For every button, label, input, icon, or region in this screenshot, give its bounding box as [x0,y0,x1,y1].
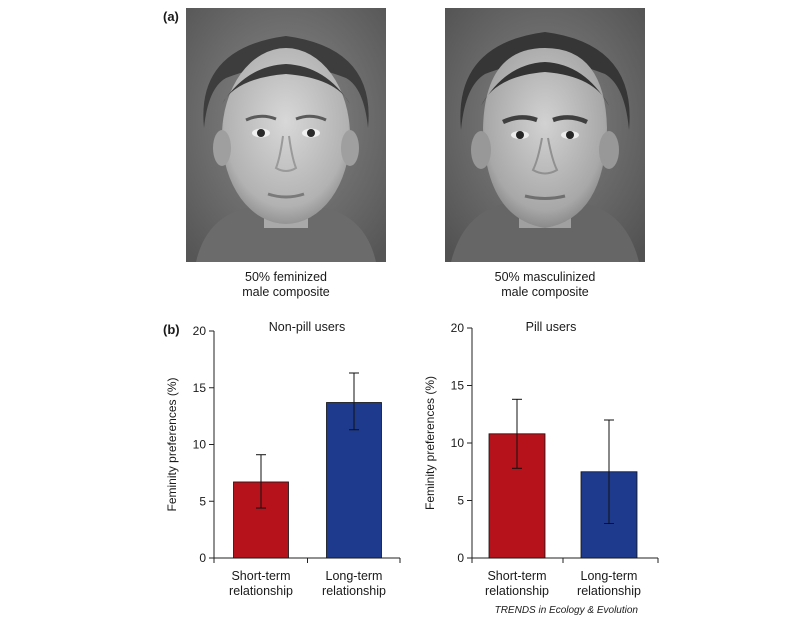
feminized-caption: 50% feminized male composite [166,270,406,300]
pill-y-tick-label: 0 [457,551,464,565]
nonpill-y-tick-label: 0 [199,551,206,565]
feminized-face-image [186,8,386,262]
masculinized-caption-line1: 50% masculinized [494,270,596,284]
pill-y-tick-label: 10 [451,436,465,450]
feminized-caption-line2: male composite [242,285,330,299]
nonpill-chart-title: Non-pill users [269,320,345,334]
masculinized-face-image [445,8,645,262]
nonpill-category-label: Short-term [231,569,290,583]
feminized-caption-line1: 50% feminized [245,270,327,284]
nonpill-category-label: relationship [322,584,386,598]
pill-y-axis-label: Feminity preferences (%) [423,376,437,510]
panel-b-label: (b) [163,322,180,337]
pill-y-tick-label: 5 [457,494,464,508]
nonpill-category-label: Long-term [326,569,383,583]
nonpill-y-tick-label: 10 [193,438,207,452]
nonpill-y-tick-label: 15 [193,381,207,395]
nonpill-y-axis-label: Feminity preferences (%) [165,377,179,511]
masculinized-caption: 50% masculinized male composite [425,270,665,300]
nonpill-category-label: relationship [229,584,293,598]
pill-y-tick-label: 15 [451,379,465,393]
masculinized-caption-line2: male composite [501,285,589,299]
pill-category-label: relationship [485,584,549,598]
nonpill-y-tick-label: 5 [199,494,206,508]
pill-category-label: Long-term [581,569,638,583]
pill-chart-title: Pill users [526,320,577,334]
panel-a-label: (a) [163,9,179,24]
pill-category-label: Short-term [487,569,546,583]
pill-category-label: relationship [577,584,641,598]
source-credit: TRENDS in Ecology & Evolution [494,605,638,616]
pill-y-tick-label: 20 [451,321,465,335]
nonpill-y-tick-label: 20 [193,324,207,338]
